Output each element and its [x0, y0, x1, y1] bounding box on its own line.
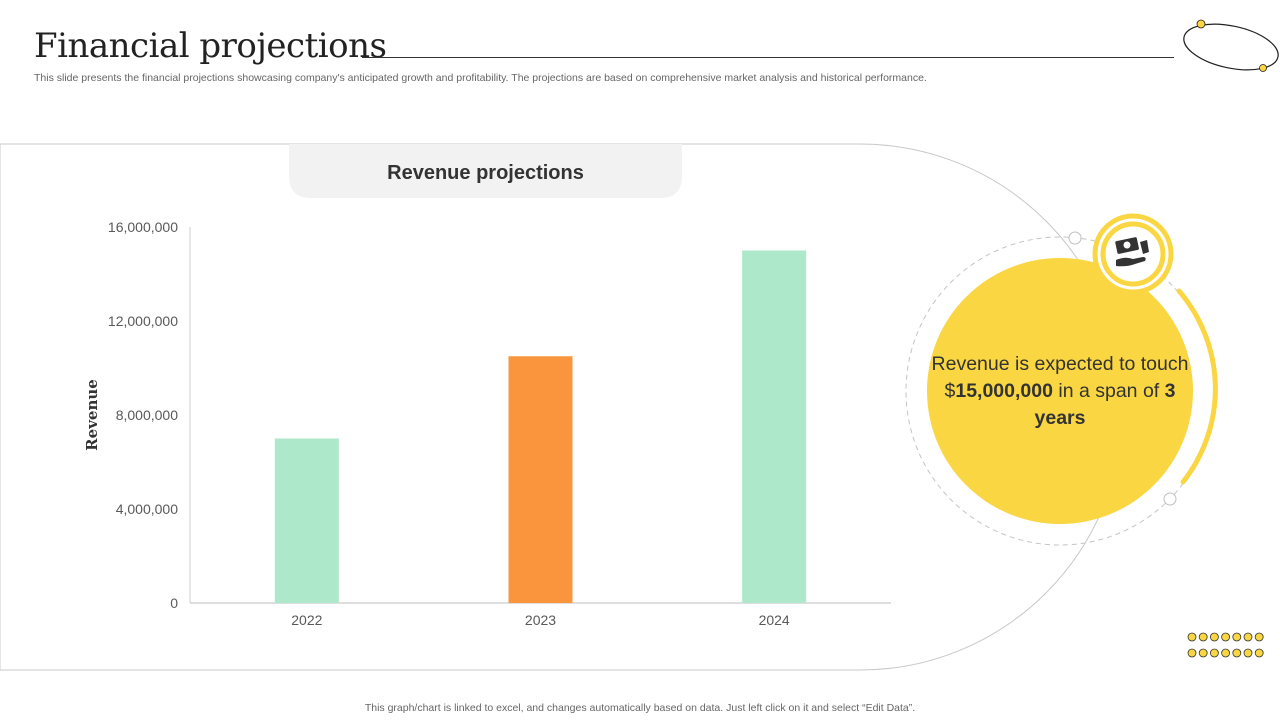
decor-dot [1232, 632, 1242, 642]
x-tick-label: 2022 [291, 612, 322, 628]
footer-note: This graph/chart is linked to excel, and… [364, 702, 916, 714]
bar-2022 [274, 438, 339, 603]
decor-dot-grid [1187, 632, 1264, 658]
decor-ellipse [1183, 19, 1279, 72]
y-axis-label: Revenue [83, 379, 101, 451]
y-tick-label: 4,000,000 [116, 501, 178, 517]
decor-dot [1232, 648, 1242, 658]
decor-dot [1187, 648, 1197, 658]
bar-2023 [508, 356, 573, 603]
page-title: Financial projections [34, 26, 387, 66]
chart-title-box [289, 144, 682, 198]
decor-dot [1254, 648, 1264, 658]
decor-dot [1210, 648, 1219, 658]
revenue-callout: Revenue is expected to touch $15,000,000… [927, 258, 1193, 524]
ring-marker [1068, 231, 1082, 245]
bar-2024 [742, 250, 807, 603]
callout-circle [927, 258, 1193, 524]
y-tick-label: 12,000,000 [108, 313, 178, 329]
chart-title: Revenue projections [387, 162, 584, 184]
page-subtitle: This slide presents the financial projec… [34, 72, 927, 84]
decor-dot [1187, 632, 1197, 642]
callout-duration: 3 years [1034, 379, 1176, 429]
decor-dot [1221, 648, 1230, 658]
decor-dot [1243, 632, 1253, 642]
ring-marker [1163, 492, 1177, 506]
callout-text: Revenue is expected to touch $15,000,000… [927, 351, 1193, 432]
money-hand-icon [1092, 213, 1174, 295]
x-tick-label: 2024 [759, 612, 790, 628]
decor-dot [1198, 632, 1208, 642]
title-divider [362, 57, 1174, 58]
callout-text-middle: in a span of [1052, 379, 1165, 402]
callout-amount: 15,000,000 [955, 379, 1053, 402]
callout-text-before: Revenue is expected to touch $ [931, 352, 1189, 402]
decor-dot [1198, 648, 1208, 658]
y-tick-label: 16,000,000 [108, 219, 178, 235]
chart-marks: 0 4,000,000 8,000,000 12,000,000 16,000,000 2… [108, 219, 807, 628]
decor-dot [1243, 648, 1253, 658]
callout-arc [1176, 288, 1218, 485]
x-tick-label: 2023 [525, 612, 556, 628]
decor-dot [1254, 632, 1264, 642]
decor-dot [1221, 632, 1230, 642]
decor-dot [1210, 632, 1219, 642]
y-tick-label: 0 [170, 595, 178, 611]
y-tick-label: 8,000,000 [116, 407, 178, 423]
